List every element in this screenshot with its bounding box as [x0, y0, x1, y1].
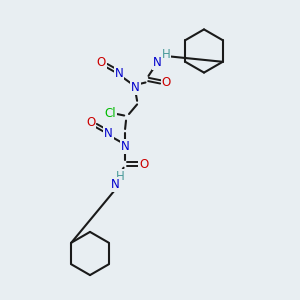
Text: O: O [97, 56, 106, 69]
Text: N: N [153, 56, 162, 70]
Text: N: N [131, 81, 140, 94]
Text: N: N [115, 67, 124, 80]
Text: O: O [139, 158, 148, 171]
Text: H: H [116, 170, 125, 183]
Text: H: H [161, 48, 170, 62]
Text: Cl: Cl [104, 107, 116, 120]
Text: O: O [86, 116, 95, 129]
Text: N: N [104, 127, 113, 140]
Text: O: O [162, 76, 171, 89]
Text: N: N [111, 178, 120, 191]
Text: N: N [121, 140, 130, 153]
